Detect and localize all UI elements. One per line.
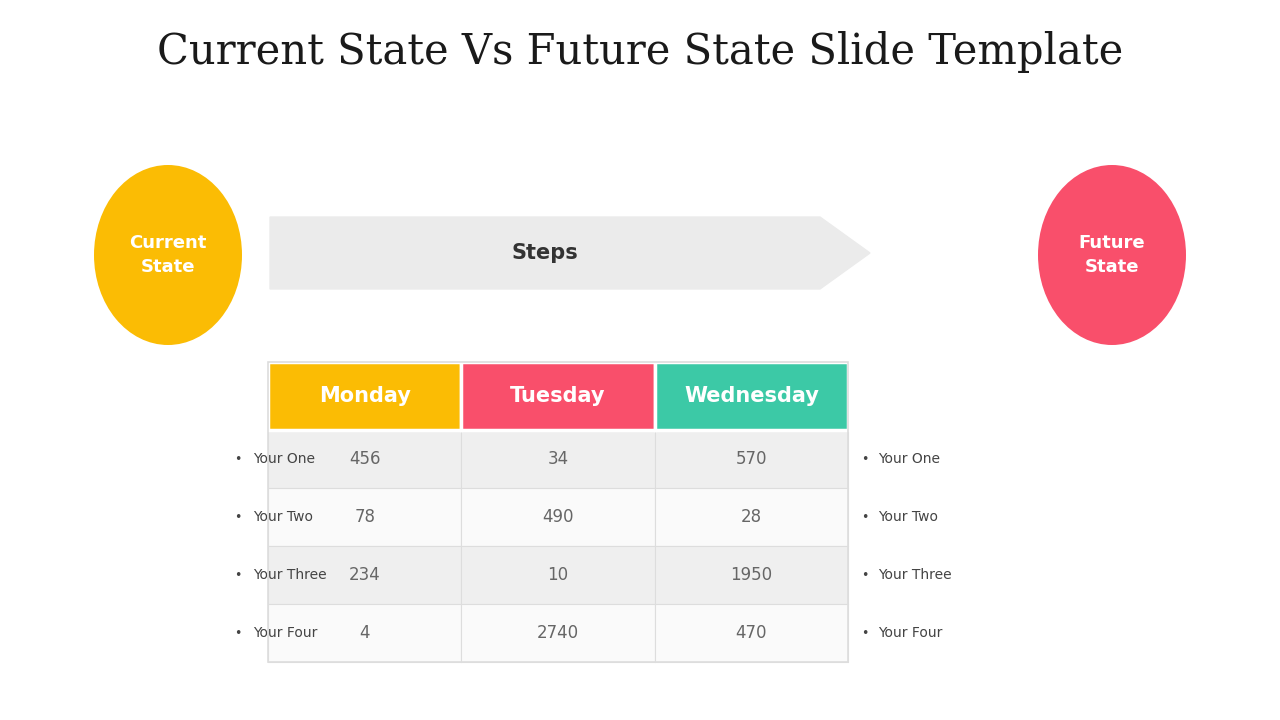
Text: Current State Vs Future State Slide Template: Current State Vs Future State Slide Temp… [157,31,1123,73]
Text: Your One: Your One [253,452,315,466]
Text: 570: 570 [736,450,767,468]
Text: 4: 4 [360,624,370,642]
Bar [268,604,461,662]
Bar [461,430,654,488]
Ellipse shape [93,165,242,345]
Text: 28: 28 [741,508,762,526]
Text: Future
State: Future State [1079,233,1146,276]
Text: 2740: 2740 [536,624,579,642]
Bar [461,546,654,604]
Text: 490: 490 [543,508,573,526]
Text: •: • [861,569,868,582]
Text: •: • [861,510,868,523]
Text: •: • [234,452,242,466]
Text: Your Three: Your Three [253,568,326,582]
Text: Tuesday: Tuesday [511,386,605,406]
Text: Your Three: Your Three [878,568,951,582]
Text: •: • [234,626,242,639]
Bar [654,604,849,662]
Bar [461,362,654,430]
Text: Wednesday: Wednesday [684,386,819,406]
Text: 78: 78 [355,508,375,526]
Text: 456: 456 [349,450,380,468]
Text: 34: 34 [548,450,568,468]
Text: Your Two: Your Two [253,510,314,524]
Bar [268,362,461,430]
Text: Current
State: Current State [129,233,206,276]
Bar [461,604,654,662]
Text: 470: 470 [736,624,767,642]
Bar [461,488,654,546]
Text: 234: 234 [348,566,380,584]
Bar [654,488,849,546]
Text: Your Four: Your Four [878,626,942,640]
Ellipse shape [1038,165,1187,345]
Text: •: • [234,510,242,523]
Text: 1950: 1950 [731,566,772,584]
Bar [654,430,849,488]
Bar [268,488,461,546]
Text: Your Four: Your Four [253,626,317,640]
Bar [268,430,461,488]
Text: Monday: Monday [319,386,411,406]
Bar [268,362,849,662]
Bar [268,546,461,604]
Text: Steps: Steps [512,243,579,263]
Text: Your Two: Your Two [878,510,938,524]
Text: 10: 10 [548,566,568,584]
Polygon shape [270,217,870,289]
Text: •: • [234,569,242,582]
Text: Your One: Your One [878,452,940,466]
Bar [654,546,849,604]
Text: •: • [861,452,868,466]
Text: •: • [861,626,868,639]
Bar [654,362,849,430]
